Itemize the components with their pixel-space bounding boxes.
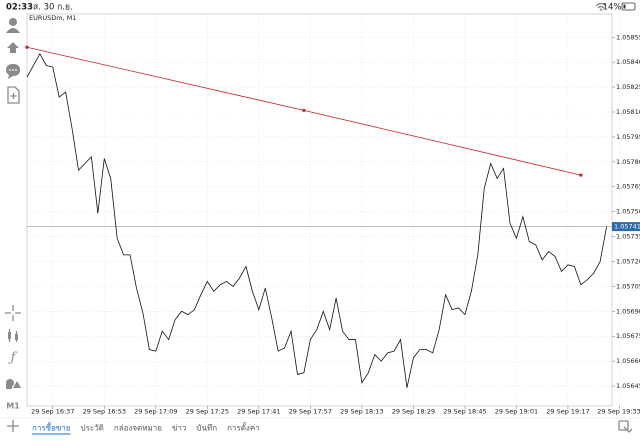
trade-button[interactable] [7,42,19,53]
y-tick-label: 1.05825 [616,83,640,91]
y-tick-label: 1.05660 [616,357,640,365]
y-tick-label: 1.05810 [616,108,640,116]
chart-type-button[interactable] [8,329,18,342]
tab[interactable]: การซื้อขาย [32,422,71,433]
y-tick-label: 1.05720 [616,257,640,265]
x-tick-label: 29 Sep 19:01 [495,408,538,416]
tab[interactable]: ข่าว [172,424,186,433]
tab-bar: การซื้อขาย ประวัติ กล่องจดหมาย ข่าว บันทึก กา… [32,422,260,435]
y-tick-label: 1.05795 [616,133,640,141]
y-tick-label: 1.05855 [616,33,640,41]
y-tick-label: 1.05645 [616,382,640,390]
account-button[interactable] [6,18,20,33]
x-tick-label: 29 Sep 18:13 [340,408,383,416]
chat-button[interactable] [6,64,20,79]
timeframe-button[interactable]: M1 [6,402,20,411]
trendline-point [579,173,583,177]
x-tick-label: 29 Sep 18:29 [392,408,435,416]
left-toolbar: ƒ M1 [5,18,21,432]
x-tick-label: 29 Sep 16:37 [31,408,74,416]
y-tick-label: 1.05675 [616,332,640,340]
status-time: 02:33 [6,3,33,13]
y-tick-label: 1.05735 [616,233,640,241]
add-button[interactable] [7,420,19,432]
battery-percent: 14% [603,3,622,13]
x-tick-label: 29 Sep 19:33 [597,408,640,416]
status-date: ส. 30 ก.ย. [33,3,73,13]
objects-button[interactable] [6,379,21,389]
x-tick-label: 29 Sep 17:09 [134,408,177,416]
x-tick-label: 29 Sep 18:45 [443,408,486,416]
price-line [26,53,607,388]
y-tick-label: 1.05750 [616,208,640,216]
current-price-label: 1.05741 [614,223,640,231]
x-tick-label: 29 Sep 17:57 [289,408,332,416]
plot-frame [26,13,613,407]
chart: EURUSDm, M1 1.058551.058401.058251.05810… [25,13,640,416]
y-tick-label: 1.05705 [616,282,640,290]
crosshair-button[interactable] [5,305,21,321]
svg-text:ƒ: ƒ [8,351,18,366]
y-tick-label: 1.05840 [616,58,640,66]
tab[interactable]: การตั้งค่า [227,422,260,433]
indicators-button[interactable]: ƒ [8,351,18,366]
settings-icon[interactable] [618,420,633,433]
trendline-point [302,108,306,112]
tab[interactable]: บันทึก [196,424,217,433]
x-tick-label: 29 Sep 17:41 [237,408,280,416]
x-tick-label: 29 Sep 16:53 [83,408,126,416]
battery-icon [621,2,636,11]
x-tick-label: 29 Sep 19:17 [546,408,589,416]
y-tick-label: 1.05765 [616,183,640,191]
x-tick-label: 29 Sep 17:25 [186,408,229,416]
y-tick-label: 1.05690 [616,307,640,315]
current-price-box [612,222,640,232]
y-tick-label: 1.05780 [616,158,640,166]
new-order-button[interactable] [7,86,20,104]
battery-level [623,4,626,9]
trendline-point [25,45,29,49]
wifi-icon [595,2,607,11]
tab[interactable]: กล่องจดหมาย [114,424,162,433]
tab[interactable]: ประวัติ [81,424,104,433]
